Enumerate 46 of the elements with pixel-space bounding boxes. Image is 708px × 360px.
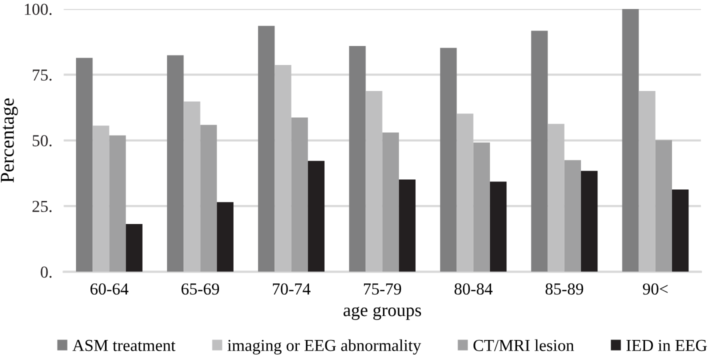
x-tick-label: 85-89 bbox=[546, 283, 584, 295]
bar bbox=[398, 180, 416, 272]
bar bbox=[167, 55, 184, 272]
bar bbox=[638, 90, 656, 272]
bar bbox=[366, 90, 382, 272]
x-tick-label: 80-84 bbox=[454, 283, 493, 295]
bar bbox=[76, 58, 93, 272]
y-tick-label: 100. bbox=[24, 4, 52, 16]
bar bbox=[473, 142, 490, 272]
bar bbox=[580, 170, 598, 272]
bar bbox=[126, 224, 142, 272]
legend-label: ASM treatment bbox=[72, 340, 176, 352]
bar bbox=[184, 102, 200, 272]
bar bbox=[274, 64, 292, 272]
bar bbox=[291, 118, 308, 272]
bar bbox=[531, 30, 548, 272]
y-axis-title: Percentage bbox=[0, 98, 18, 182]
bar bbox=[440, 48, 457, 272]
bar bbox=[308, 160, 325, 272]
bar bbox=[200, 124, 217, 272]
bar bbox=[564, 160, 581, 272]
bar bbox=[258, 26, 275, 272]
bar bbox=[490, 182, 507, 272]
bar bbox=[622, 9, 639, 272]
legend-label: IED in EEG bbox=[626, 340, 707, 352]
x-tick-label: 70-74 bbox=[272, 283, 310, 295]
x-tick-label: 60-64 bbox=[90, 283, 128, 295]
bar bbox=[672, 190, 689, 272]
x-axis-title: age groups bbox=[344, 306, 422, 320]
y-tick-label: 25. bbox=[32, 200, 52, 212]
x-tick-label: 65-69 bbox=[182, 283, 220, 295]
y-tick-label: 0. bbox=[40, 266, 52, 278]
bar bbox=[548, 124, 564, 272]
bar bbox=[92, 126, 110, 272]
bar bbox=[382, 132, 399, 272]
y-tick-label: 50. bbox=[32, 135, 52, 146]
bar bbox=[655, 140, 672, 272]
y-tick-label: 75. bbox=[32, 70, 52, 81]
legend-label: CT/MRI lesion bbox=[473, 339, 574, 352]
x-tick-label: 75-79 bbox=[364, 283, 402, 295]
x-tick-label: 90< bbox=[642, 283, 668, 295]
bar bbox=[216, 202, 234, 272]
bar bbox=[109, 135, 126, 272]
bar bbox=[456, 114, 474, 272]
bar bbox=[349, 46, 366, 272]
legend-label: imaging or EEG abnormality bbox=[228, 339, 422, 355]
